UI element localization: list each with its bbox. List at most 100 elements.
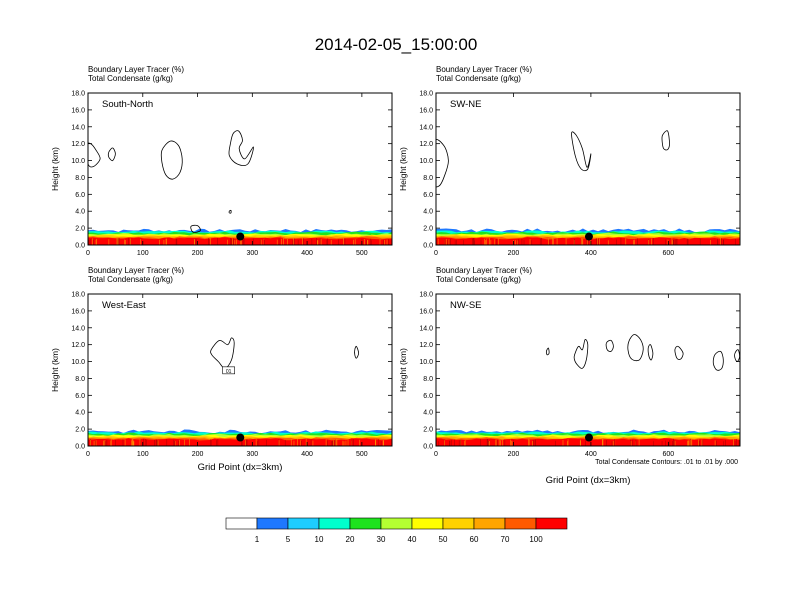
y-tick-label: 0.0 bbox=[423, 243, 433, 250]
condensate-contour bbox=[605, 339, 614, 352]
y-tick-label: 18.0 bbox=[419, 292, 433, 299]
x-tick-label: 400 bbox=[585, 451, 597, 458]
y-tick-label: 16.0 bbox=[71, 107, 85, 114]
tracer-label: Boundary Layer Tracer (%) bbox=[88, 266, 184, 275]
y-tick-label: 4.0 bbox=[75, 410, 85, 417]
condensate-contour bbox=[661, 130, 670, 151]
x-tick-label: 200 bbox=[508, 451, 520, 458]
y-tick-label: 18.0 bbox=[71, 91, 85, 98]
y-tick-label: 4.0 bbox=[423, 410, 433, 417]
condensate-contour bbox=[190, 224, 201, 233]
panel-label: South-North bbox=[102, 99, 153, 110]
location-marker bbox=[584, 433, 593, 442]
x-tick-label: 600 bbox=[663, 451, 675, 458]
condensate-contour bbox=[627, 334, 644, 362]
panel-label: NW-SE bbox=[450, 300, 482, 311]
contour-note: Total Condensate Contours: .01 to .01 by… bbox=[595, 459, 738, 466]
y-tick-label: 2.0 bbox=[75, 226, 85, 233]
condensate-contour bbox=[228, 130, 254, 166]
x-tick-label: 400 bbox=[585, 250, 597, 257]
y-tick-label: 12.0 bbox=[419, 342, 433, 349]
panel-label: West-East bbox=[102, 300, 146, 311]
x-tick-label: 200 bbox=[192, 250, 204, 257]
y-tick-label: 14.0 bbox=[419, 325, 433, 332]
condensate-contour bbox=[545, 347, 550, 356]
y-axis-label: Height (km) bbox=[398, 348, 408, 392]
x-tick-label: 200 bbox=[192, 451, 204, 458]
condensate-label: Total Condensate (g/kg) bbox=[436, 275, 521, 284]
y-tick-label: 6.0 bbox=[423, 393, 433, 400]
location-marker bbox=[584, 232, 593, 241]
plot-frame bbox=[435, 293, 741, 447]
y-tick-label: 6.0 bbox=[75, 192, 85, 199]
x-tick-label: 0 bbox=[434, 250, 438, 257]
y-tick-label: 12.0 bbox=[419, 141, 433, 148]
location-marker bbox=[236, 433, 245, 442]
condensate-contour bbox=[88, 142, 101, 168]
x-tick-label: 0 bbox=[434, 451, 438, 458]
x-tick-label: 0 bbox=[86, 451, 90, 458]
condensate-contour bbox=[734, 349, 740, 362]
y-tick-label: 18.0 bbox=[71, 292, 85, 299]
tracer-field bbox=[436, 334, 740, 446]
condensate-contour bbox=[573, 339, 589, 369]
y-tick-label: 0.0 bbox=[75, 444, 85, 451]
y-tick-label: 18.0 bbox=[419, 91, 433, 98]
y-tick-label: 0.0 bbox=[75, 243, 85, 250]
contour-label-box bbox=[222, 366, 235, 375]
plot-frame bbox=[87, 92, 393, 246]
x-tick-label: 100 bbox=[137, 451, 149, 458]
panel-nw-se: 0 200 400 600 0.0 2.0 4.0 6.0 8.0 10.0 12.0 14.0 16.… bbox=[398, 266, 741, 458]
x-tick-label: 600 bbox=[663, 250, 675, 257]
tracer-label: Boundary Layer Tracer (%) bbox=[436, 266, 532, 275]
y-tick-label: 16.0 bbox=[419, 107, 433, 114]
y-tick-label: 12.0 bbox=[71, 141, 85, 148]
colorbar-label: 70 bbox=[501, 535, 510, 544]
y-tick-label: 10.0 bbox=[71, 158, 85, 165]
y-tick-label: 8.0 bbox=[423, 175, 433, 182]
condensate-contour bbox=[436, 139, 449, 188]
figure-title: 2014-02-05_15:00:00 bbox=[315, 35, 478, 54]
condensate-contour bbox=[712, 350, 724, 371]
colorbar-label: 30 bbox=[377, 535, 386, 544]
colorbar-swatch bbox=[256, 517, 289, 530]
y-axis-label: Height (km) bbox=[50, 348, 60, 392]
tracer-field bbox=[436, 130, 740, 245]
condensate-contour bbox=[674, 345, 684, 360]
condensate-contour bbox=[107, 147, 116, 162]
y-tick-label: 14.0 bbox=[71, 325, 85, 332]
tracer-label: Boundary Layer Tracer (%) bbox=[88, 65, 184, 74]
y-tick-label: 2.0 bbox=[75, 427, 85, 434]
location-marker bbox=[236, 232, 245, 241]
y-tick-label: 12.0 bbox=[71, 342, 85, 349]
x-tick-label: 500 bbox=[356, 451, 368, 458]
colorbar: 1 5 10 20 30 40 50 60 70 100 bbox=[225, 517, 568, 544]
y-tick-label: 10.0 bbox=[419, 158, 433, 165]
condensate-label: Total Condensate (g/kg) bbox=[436, 74, 521, 83]
tracer-label: Boundary Layer Tracer (%) bbox=[436, 65, 532, 74]
colorbar-label: 20 bbox=[346, 535, 355, 544]
colorbar-label: 1 bbox=[255, 535, 260, 544]
y-tick-label: 8.0 bbox=[75, 376, 85, 383]
colorbar-label: 10 bbox=[315, 535, 324, 544]
tracer-field bbox=[88, 130, 392, 245]
colorbar-label: 5 bbox=[286, 535, 291, 544]
panels-group: 0 100 200 300 400 5000.02.04.06.08.010.012.01… bbox=[50, 65, 741, 486]
tracer-field bbox=[88, 337, 392, 446]
y-tick-label: 4.0 bbox=[423, 209, 433, 216]
y-axis-label: Height (km) bbox=[50, 147, 60, 191]
y-tick-label: 10.0 bbox=[419, 359, 433, 366]
colorbar-swatch bbox=[318, 517, 351, 530]
colorbar-swatch bbox=[535, 517, 568, 530]
tracer-band bbox=[436, 237, 740, 245]
y-tick-label: 2.0 bbox=[423, 427, 433, 434]
plot-frame bbox=[435, 92, 741, 246]
x-tick-label: 200 bbox=[508, 250, 520, 257]
y-tick-label: 4.0 bbox=[75, 209, 85, 216]
x-axis-label: Grid Point (dx=3km) bbox=[198, 462, 283, 473]
panel-south-north: 0 100 200 300 400 500 0.0 2.0 4.0 6.0 8.0 10.0 12.0 1… bbox=[50, 65, 393, 257]
condensate-contour bbox=[228, 209, 232, 214]
panel-sw-ne: 0 200 400 600 0.0 2.0 4.0 6.0 8.0 10.0 12.0 14.0 16.… bbox=[398, 65, 741, 257]
x-tick-label: 400 bbox=[301, 250, 313, 257]
